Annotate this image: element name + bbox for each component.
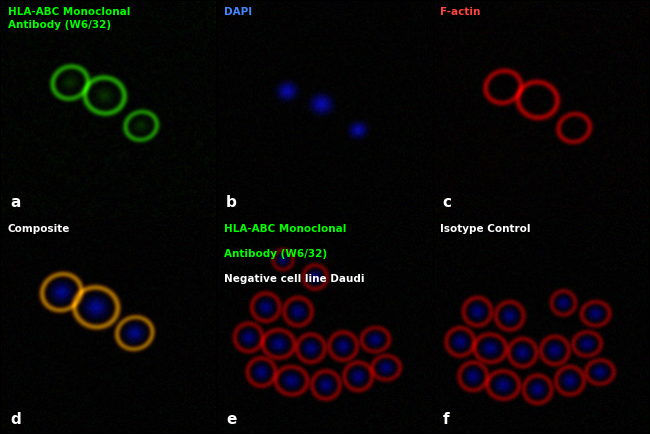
Text: a: a bbox=[10, 195, 20, 210]
Text: F-actin: F-actin bbox=[440, 7, 480, 17]
Text: HLA-ABC Monoclonal: HLA-ABC Monoclonal bbox=[224, 224, 346, 234]
Text: Negative cell line Daudi: Negative cell line Daudi bbox=[224, 273, 365, 283]
Text: d: d bbox=[10, 412, 21, 427]
Text: b: b bbox=[226, 195, 237, 210]
Text: Composite: Composite bbox=[8, 224, 70, 234]
Text: c: c bbox=[443, 195, 451, 210]
Text: Isotype Control: Isotype Control bbox=[440, 224, 530, 234]
Text: Antibody (W6/32): Antibody (W6/32) bbox=[224, 249, 327, 259]
Text: HLA-ABC Monoclonal
Antibody (W6/32): HLA-ABC Monoclonal Antibody (W6/32) bbox=[8, 7, 130, 30]
Text: e: e bbox=[226, 412, 237, 427]
Text: DAPI: DAPI bbox=[224, 7, 252, 17]
Text: f: f bbox=[443, 412, 449, 427]
